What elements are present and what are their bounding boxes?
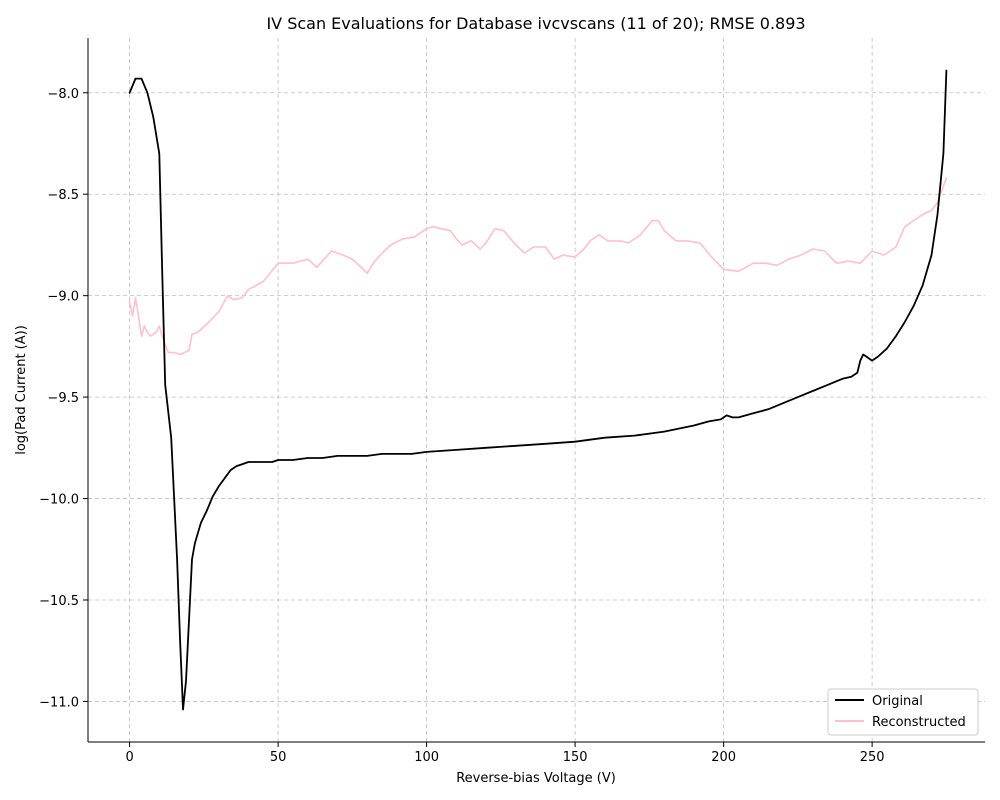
x-tick-label-2: 100 [414,750,439,765]
y-tick-label-2: −9.0 [47,290,79,305]
x-tick-label-5: 250 [860,750,885,765]
legend: Original Reconstructed [827,688,979,736]
y-axis-title: log(Pad Current (A)) [14,325,29,455]
y-tick-label-0: −8.0 [47,87,79,102]
legend-label-original: Original [872,694,923,709]
y-tick-label-1: −8.5 [47,188,79,203]
series-layer [128,69,948,711]
ticks-layer: 0 50 100 150 200 250 −8.0 −8.5 −9.0 −9.5 −10.0 −10.… [39,87,884,765]
x-tick-label-3: 150 [563,750,588,765]
chart-title: IV Scan Evaluations for Database ivcvsca… [266,14,805,33]
y-tick-label-6: −11.0 [39,695,79,710]
legend-label-reconstructed: Reconstructed [872,715,966,730]
axes-layer [87,38,985,743]
legend-box [827,688,979,736]
x-tick-label-1: 50 [270,750,287,765]
y-tick-label-3: −9.5 [47,391,79,406]
grid-layer [88,38,985,742]
x-tick-label-0: 0 [125,750,133,765]
x-axis-title: Reverse-bias Voltage (V) [456,771,616,786]
series-line-original [128,69,948,711]
y-tick-label-5: −10.5 [39,594,79,609]
y-tick-label-4: −10.0 [39,493,79,508]
series-line-reconstructed [128,177,948,356]
x-tick-label-4: 200 [711,750,736,765]
